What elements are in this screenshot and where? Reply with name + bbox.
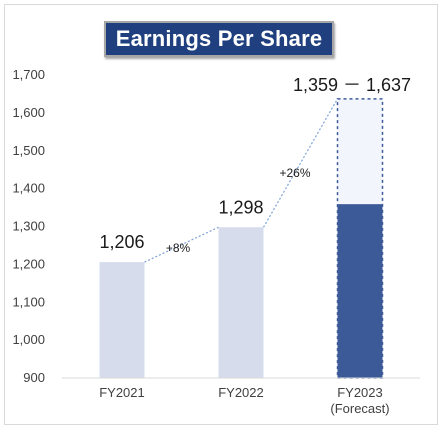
x-category-label: FY2022 [218,385,264,400]
forecast-range-bar [337,98,383,205]
x-category-label: FY2021 [99,385,145,400]
y-tick-label: 1,400 [12,181,45,196]
value-label: 1,206 [99,232,144,252]
y-tick-label: 1,000 [12,332,45,347]
growth-label: +8% [166,241,191,255]
growth-label: +26% [279,166,310,180]
y-tick-label: 1,300 [12,219,45,234]
bar-fy2021 [99,262,145,378]
chart-title: Earnings Per Share [104,21,334,57]
y-tick-label: 1,500 [12,143,45,158]
y-tick-label: 1,600 [12,105,45,120]
growth-connector-line [262,98,339,228]
forecast-range-label: 1,359 － 1,637 [293,75,411,95]
y-tick-label: 1,100 [12,294,45,309]
value-label: 1,298 [218,197,263,217]
growth-connector-line [144,226,219,263]
forecast-bar [337,204,383,378]
y-tick-label: 1,200 [12,256,45,271]
x-category-label: FY2023 [337,385,383,400]
y-tick-label: 900 [23,370,45,385]
y-tick-label: 1,700 [12,67,45,82]
x-category-sublabel: (Forecast) [330,401,389,416]
bar-fy2022 [218,227,264,378]
